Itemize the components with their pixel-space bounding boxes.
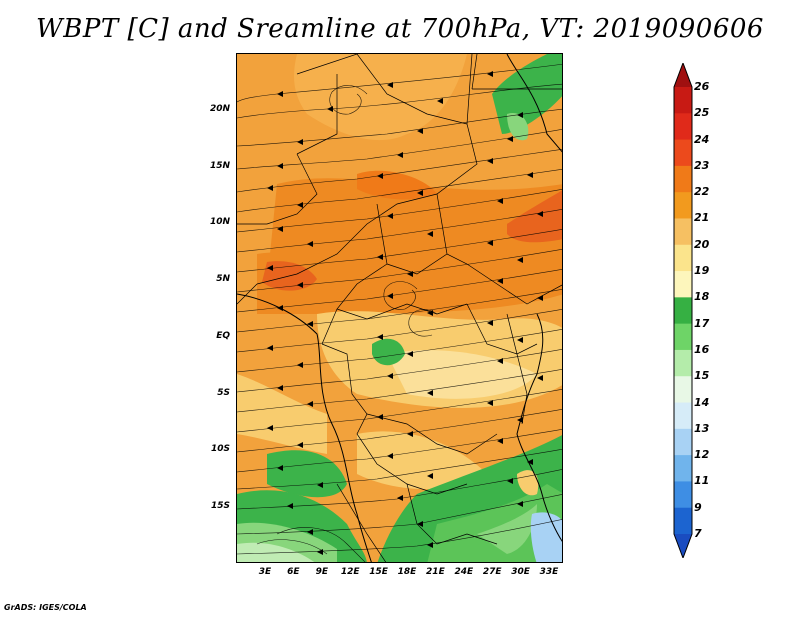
lon-label-30e: 30E [511,567,530,577]
colorbar [673,63,693,558]
wbpt-band-19-south [357,431,487,489]
lon-label-6e: 6E [287,567,300,577]
wbpt-green-southwest [267,450,347,498]
colorbar-top-arrow [674,63,692,87]
lat-label-10s: 10S [210,444,230,455]
colorbar-label: 22 [694,185,710,199]
wbpt-green-ne-patch [507,113,529,141]
colorbar-label: 9 [694,500,702,514]
colorbar-segment [674,323,692,351]
lat-label-eq: EQ [216,330,230,341]
lon-label-27e: 27E [482,567,502,577]
lon-label-9e: 9E [315,567,328,577]
colorbar-segment [674,481,692,509]
lat-label-5n: 5N [216,274,230,285]
lon-label-21e: 21E [426,567,445,577]
lon-label-12e: 12E [340,567,360,577]
map-panel [236,53,563,563]
colorbar-label: 15 [694,369,710,383]
wbpt-hotspot-east [507,190,562,243]
colorbar-segment [674,402,692,430]
colorbar-label: 21 [694,211,710,225]
wbpt-band-18 [387,350,537,399]
colorbar-label: 16 [694,342,710,356]
country-borders [237,54,562,562]
lat-label-20n: 20N [209,104,230,114]
colorbar-segment [674,297,692,325]
colorbar-label: 23 [694,158,710,172]
lon-label-3e: 3E [258,567,272,577]
wbpt-green-central [372,338,405,366]
lon-label-33e: 33E [539,567,559,577]
wbpt-band-16-east [477,504,537,554]
colorbar-segment [674,113,692,141]
map-svg [237,54,562,562]
lon-label-24e: 24E [454,567,474,577]
colorbar-bottom-arrow [674,534,692,558]
lon-label-15e: 15E [369,567,388,577]
colorbar-label: 12 [694,448,710,462]
colorbar-segment [674,218,692,246]
colorbar-label: 26 [694,80,710,93]
colorbar-segment [674,192,692,219]
lat-label-15s: 15S [210,500,230,511]
colorbar-segment [674,271,692,298]
wbpt-band-19-west [237,374,327,454]
colorbar-segments [674,63,692,558]
lat-label-15n: 15N [209,160,230,171]
colorbar-label: 13 [694,421,710,435]
colorbar-segment [674,349,692,377]
colorbar-label: 17 [694,316,710,330]
colorbar-segment [674,376,692,404]
wbpt-blue-14 [530,512,562,562]
lat-label-10n: 10N [209,217,230,228]
streamline-arrows [267,71,543,555]
wbpt-band-15 [237,542,315,562]
colorbar-label: 11 [694,474,710,488]
colorbar-label: 7 [694,527,702,540]
colorbar-outline [673,63,693,558]
colorbar-segment [674,139,692,167]
colorbar-segment [674,165,692,193]
colorbar-segment [674,87,692,114]
colorbar-label: 19 [694,264,710,278]
colorbar-label: 25 [694,106,710,120]
lat-label-5s: 5S [217,387,230,398]
lon-label-18e: 18E [397,567,417,577]
streamlines [237,63,562,562]
colorbar-label: 24 [694,132,710,146]
wbpt-band-22 [357,170,437,200]
colorbar-segment [674,507,692,535]
colorbar-segment [674,244,692,272]
map-title: WBPT [C] and Sreamline at 700hPa, VT: 20… [36,14,764,44]
wbpt-band-17 [427,484,562,562]
wbpt-yellow-east-coast [517,470,539,496]
colorbar-segment [674,455,692,482]
colorbar-label: 14 [694,395,710,409]
colorbar-segment [674,428,692,456]
colorbar-label: 20 [694,237,710,251]
colorbar-label: 18 [694,290,710,304]
grads-credit: GrADS: IGES/COLA [4,603,87,612]
